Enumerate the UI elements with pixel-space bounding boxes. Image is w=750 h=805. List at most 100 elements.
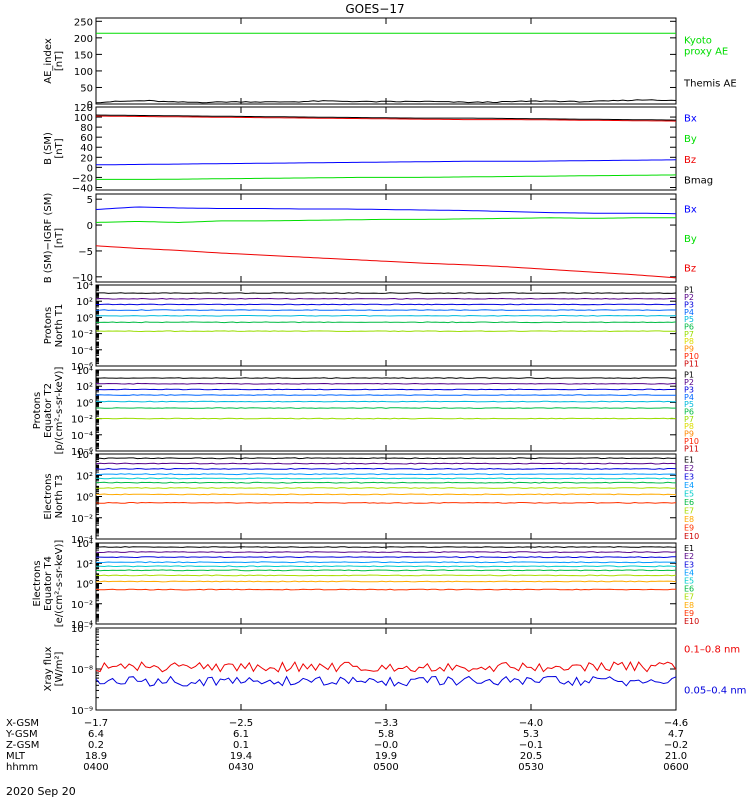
panel-bigrf: −10 −5 0 5 B (SM)−IGRF (SM) [nT] Bx By Bz	[43, 193, 697, 284]
y-axis-label-line: Equator T2	[43, 383, 54, 438]
x-tick-value: −4.0	[519, 718, 543, 729]
series-line-e9	[95, 588, 677, 591]
series-label: P9	[684, 345, 694, 354]
series-label: proxy AE	[684, 47, 728, 58]
y-tick-label: 10⁻⁶	[71, 447, 93, 458]
series-label: E1	[684, 544, 694, 553]
y-tick-label: 10⁴	[76, 281, 93, 292]
x-tick-value: 0.2	[88, 740, 104, 751]
y-tick-label: −40	[72, 183, 93, 194]
y-tick-label: 100	[74, 113, 93, 124]
series-label: Themis AE	[683, 79, 737, 90]
x-tick-value: 0530	[518, 762, 543, 773]
series-line-p1	[95, 377, 677, 379]
series-line-e1	[96, 546, 677, 549]
series-label: P9	[684, 430, 694, 439]
series-label: P7	[684, 415, 694, 424]
series-line-e7	[96, 487, 677, 489]
y-tick-label: 60	[80, 133, 93, 144]
series-label: E10	[684, 532, 699, 541]
x-row-label: Z-GSM	[6, 740, 39, 751]
x-tick-value: 0.1	[233, 740, 249, 751]
y-tick-label: 10⁰	[76, 398, 93, 409]
y-axis-label-line: Protons	[32, 392, 43, 429]
y-axis-label-line: Electrons	[32, 560, 43, 606]
series-line-e4	[95, 561, 676, 564]
x-tick-value: −4.6	[664, 718, 688, 729]
panel-frame	[95, 17, 677, 105]
series-line-bx	[96, 159, 677, 166]
x-tick-value: −3.3	[374, 718, 398, 729]
x-row-label: X-GSM	[6, 718, 39, 729]
y-axis-label-line: [nT]	[54, 51, 65, 71]
series-label: 0.1–0.8 nm	[684, 645, 740, 656]
series-label: E9	[684, 609, 694, 618]
y-axis-label: Xray flux [W/m²]	[43, 647, 65, 692]
y-axis-label-line: [nT]	[54, 138, 65, 158]
y-axis-label: Protons Equator T2 [p/(cm²-s-sr-keV)]	[32, 367, 65, 455]
y-tick-label: 10²	[76, 471, 93, 482]
series-label: E9	[684, 523, 694, 532]
series-label: E8	[684, 601, 694, 610]
x-tick-value: 19.9	[375, 751, 397, 762]
y-axis-label-line: B (SM)	[43, 132, 54, 165]
panel-frame	[95, 193, 677, 283]
series-label: E6	[684, 585, 694, 594]
y-tick-label: 10⁻²	[71, 514, 93, 525]
series-line-e6	[95, 569, 677, 572]
panel-en: 10⁻⁴ 10⁻² 10⁰ 10² 10⁴ Electrons North T3 E1E2E3…	[43, 450, 699, 546]
y-tick-label: 10⁰	[76, 493, 93, 504]
y-tick-label: 100	[74, 67, 93, 78]
x-tick-value: 19.4	[230, 751, 252, 762]
y-tick-label: 40	[80, 143, 93, 154]
y-tick-label: 10⁴	[76, 539, 93, 550]
y-axis-label-line: [p/(cm²-s-sr-keV)]	[54, 367, 65, 455]
y-tick-label: 10²	[76, 297, 93, 308]
series-line-e5	[95, 477, 677, 480]
series-label: P2	[684, 378, 694, 387]
series-label: E3	[684, 560, 694, 569]
x-tick-value: 18.9	[85, 751, 107, 762]
panel-frame	[95, 369, 677, 452]
series-line-0-05-0-4-nm	[95, 675, 677, 687]
x-tick-value: 0600	[663, 762, 688, 773]
y-axis-label: Protons North T1	[43, 304, 65, 348]
x-tick-value: 0430	[228, 762, 253, 773]
series-line-p3	[96, 388, 677, 391]
series-label: Bx	[684, 113, 697, 124]
series-label: P10	[684, 437, 699, 446]
series-line-p6	[96, 407, 676, 409]
series-label: P4	[684, 393, 694, 402]
y-tick-label: 10⁻⁸	[71, 665, 93, 676]
series-line-p6	[96, 321, 677, 324]
series-label: 0.05–0.4 nm	[684, 686, 746, 697]
panel-xray: 10⁻⁹ 10⁻⁸ 10⁻⁷ Xray flux [W/m²] 0.1–0.8 nm 0.0…	[43, 624, 746, 717]
series-label: P8	[684, 337, 694, 346]
series-line-e8	[96, 493, 677, 496]
series-label: P6	[684, 323, 694, 332]
series-line-e1	[95, 457, 677, 460]
x-tick-value: 4.7	[668, 729, 684, 740]
y-tick-label: 20	[80, 153, 93, 164]
panel-frame	[95, 453, 677, 540]
series-line-e9	[95, 501, 677, 504]
y-tick-label: 10²	[76, 382, 93, 393]
series-label: By	[684, 134, 697, 145]
series-line-p4	[95, 309, 677, 311]
series-line-bx	[95, 206, 677, 215]
series-line-p7	[95, 330, 676, 333]
series-label: P10	[684, 352, 699, 361]
y-tick-label: 250	[74, 17, 93, 28]
x-tick-value: −0.2	[664, 740, 688, 751]
series-label: E6	[684, 498, 694, 507]
series-label: P7	[684, 330, 694, 339]
x-tick-value: −0.1	[519, 740, 543, 751]
series-line-0-1-0-8-nm	[95, 661, 677, 673]
x-tick-value: 6.4	[88, 729, 104, 740]
y-axis-label: B (SM) [nT]	[43, 132, 65, 165]
x-row-label: MLT	[6, 751, 26, 762]
series-line-p3	[96, 303, 677, 306]
series-line-e6	[95, 481, 677, 484]
series-label: P8	[684, 422, 694, 431]
series-line-p7	[95, 417, 677, 420]
